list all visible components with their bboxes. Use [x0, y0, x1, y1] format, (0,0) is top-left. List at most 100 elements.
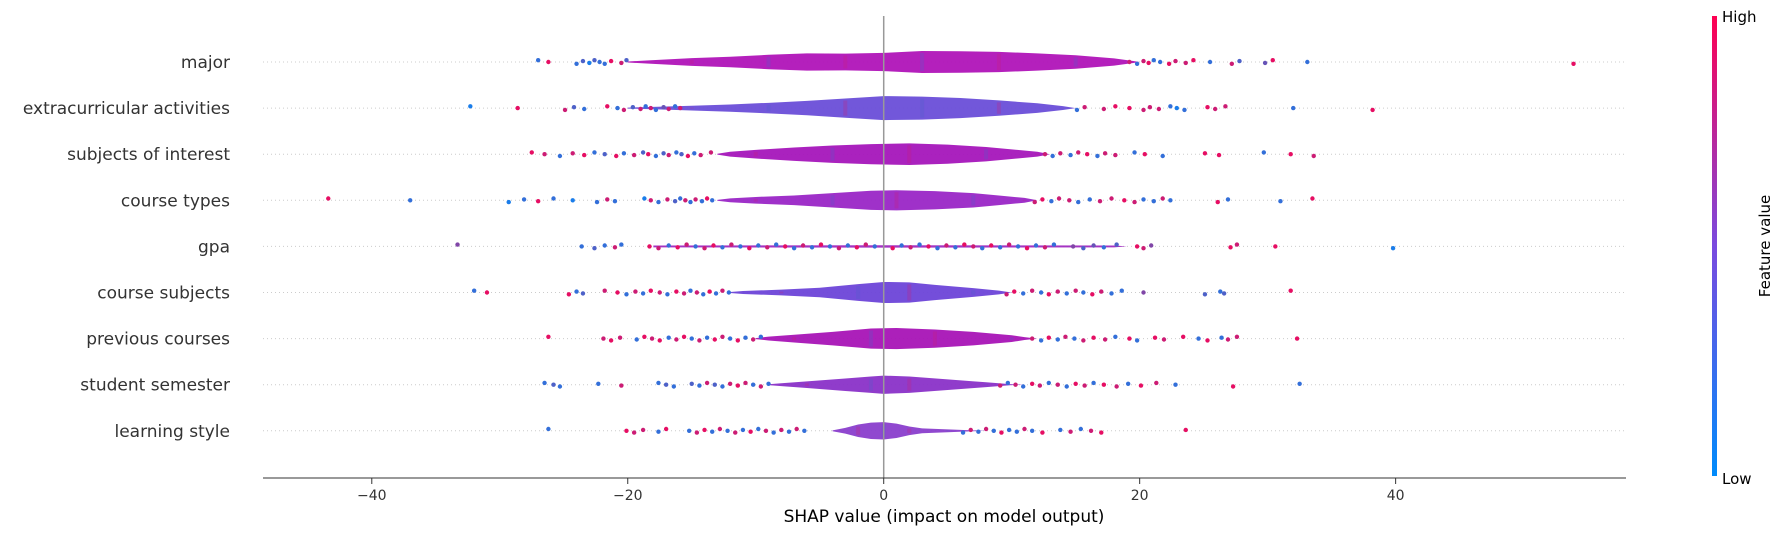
data-point — [579, 244, 584, 249]
feature-row: gpa — [198, 237, 1626, 257]
data-point — [1102, 337, 1108, 342]
data-point — [653, 107, 659, 113]
data-point — [1141, 246, 1146, 251]
feature-row: major — [181, 50, 1626, 74]
data-point — [1040, 430, 1045, 435]
data-point — [671, 384, 677, 389]
data-point — [1021, 384, 1026, 389]
data-point — [608, 58, 614, 64]
data-point — [580, 291, 586, 296]
data-point — [1305, 59, 1310, 65]
data-point — [1157, 59, 1163, 65]
data-point — [704, 196, 710, 201]
data-point — [1173, 382, 1178, 387]
feature-label: student semester — [80, 376, 230, 396]
data-point — [1006, 242, 1012, 247]
data-point — [631, 430, 637, 435]
data-point — [679, 152, 684, 157]
data-point — [1015, 244, 1021, 249]
data-point — [1221, 291, 1227, 296]
data-point — [621, 107, 627, 113]
data-point — [1212, 106, 1218, 112]
data-point — [694, 290, 700, 295]
data-point — [1154, 380, 1159, 386]
data-point — [766, 381, 771, 386]
data-point — [542, 152, 547, 157]
data-point — [612, 245, 618, 250]
data-point — [692, 151, 697, 156]
data-point — [1055, 337, 1060, 342]
data-point — [747, 246, 752, 251]
data-point — [1042, 152, 1048, 157]
data-point — [587, 60, 592, 66]
violin — [627, 96, 1076, 121]
data-point — [1141, 290, 1146, 295]
data-point — [688, 288, 693, 293]
data-point — [471, 288, 477, 293]
data-point — [546, 59, 551, 65]
data-point — [1082, 105, 1087, 110]
data-point — [1055, 382, 1060, 387]
data-point — [1134, 338, 1140, 343]
feature-rows: major extracurricular activities subjects … — [23, 16, 1626, 478]
data-point — [1074, 107, 1080, 113]
data-point — [702, 427, 707, 433]
data-point — [602, 288, 607, 293]
data-point — [566, 292, 572, 297]
data-point — [702, 246, 707, 251]
data-point — [693, 244, 698, 249]
data-point — [574, 289, 579, 294]
data-point — [758, 334, 764, 339]
data-point — [750, 382, 756, 387]
data-point — [1042, 245, 1048, 250]
violin — [832, 422, 987, 440]
data-point — [1068, 429, 1073, 434]
data-point — [743, 380, 748, 386]
data-point — [542, 380, 547, 386]
data-point — [1127, 336, 1132, 341]
data-point — [619, 60, 624, 66]
data-point — [725, 428, 730, 433]
data-point — [640, 291, 646, 296]
violin — [755, 328, 1038, 350]
data-point — [640, 427, 646, 433]
data-point — [1095, 153, 1100, 159]
data-point — [1113, 334, 1118, 339]
data-point — [678, 105, 683, 111]
data-point — [774, 242, 779, 247]
data-point — [1073, 381, 1078, 386]
data-point — [1196, 336, 1201, 341]
x-tick-label: 0 — [879, 488, 888, 504]
data-point — [657, 290, 662, 295]
data-point — [1081, 290, 1086, 295]
data-point — [602, 61, 607, 66]
data-point — [997, 245, 1003, 250]
data-point — [656, 199, 661, 205]
data-point — [1114, 242, 1119, 247]
data-point — [1152, 335, 1158, 340]
data-point — [1063, 334, 1068, 339]
data-point — [648, 288, 653, 293]
data-point — [535, 58, 541, 63]
data-point — [674, 337, 679, 342]
data-point — [1029, 288, 1035, 293]
data-point — [1101, 382, 1107, 387]
data-point — [468, 104, 473, 109]
data-point — [1141, 107, 1146, 113]
data-point — [1168, 104, 1173, 109]
data-point — [648, 198, 653, 203]
data-point — [710, 429, 715, 434]
data-point — [665, 197, 670, 202]
data-point — [1067, 198, 1072, 203]
data-point — [1225, 337, 1231, 342]
data-point — [612, 199, 618, 204]
data-point — [976, 429, 981, 434]
data-point — [681, 334, 687, 339]
data-point — [802, 428, 807, 433]
data-point — [791, 246, 797, 251]
data-point — [1090, 292, 1095, 297]
data-point — [647, 244, 652, 249]
data-point — [592, 150, 597, 155]
data-point — [693, 197, 698, 202]
